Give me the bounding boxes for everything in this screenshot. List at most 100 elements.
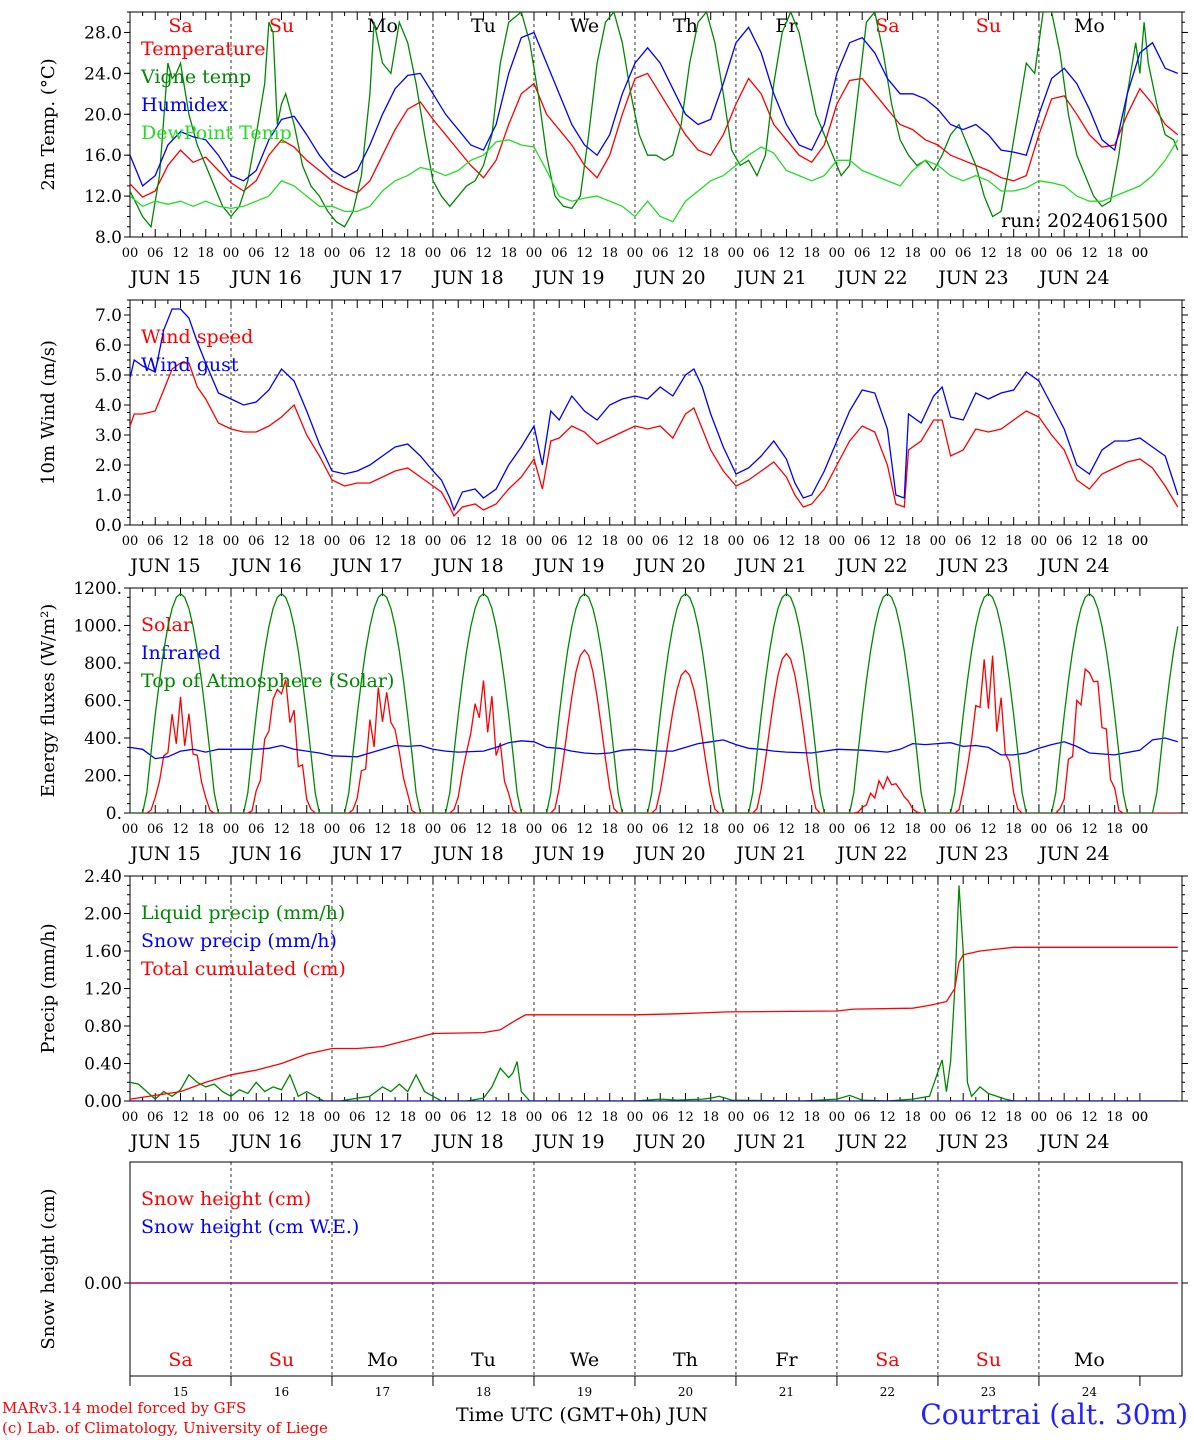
x-hour-label: 18 — [298, 534, 315, 549]
x-hour-label: 12 — [273, 822, 290, 837]
x-hour-label: 18 — [399, 246, 416, 261]
weekday-label: Th — [673, 15, 698, 37]
day-label: JUN 16 — [229, 1131, 301, 1153]
x-hour-label: 18 — [601, 534, 618, 549]
x-hour-label: 18 — [702, 1110, 719, 1125]
x-hour-label: 18 — [500, 534, 517, 549]
y-tick-label: 0.00 — [84, 1274, 122, 1294]
x-hour-label: 06 — [753, 1110, 770, 1125]
weekday-label: Sa — [168, 15, 192, 37]
y-tick-label: 0.80 — [84, 1017, 122, 1037]
x-hour-label: 06 — [652, 534, 669, 549]
y-tick-label: 600. — [84, 692, 122, 712]
x-hour-label: 00 — [1132, 1110, 1149, 1125]
x-hour-label: 18 — [1106, 822, 1123, 837]
day-label: JUN 22 — [835, 555, 907, 577]
x-hour-label: 00 — [425, 822, 442, 837]
x-hour-label: 06 — [652, 246, 669, 261]
legend-entry: Temperature — [141, 38, 265, 60]
x-hour-label: 12 — [778, 246, 795, 261]
x-hour-label: 00 — [627, 1110, 644, 1125]
x-hour-label: 18 — [1005, 534, 1022, 549]
x-hour-label: 12 — [374, 822, 391, 837]
x-hour-label: 00 — [930, 246, 947, 261]
weekday-label: We — [570, 1349, 599, 1371]
x-hour-label: 18 — [904, 246, 921, 261]
x-hour-label: 12 — [576, 822, 593, 837]
day-label: JUN 15 — [128, 843, 200, 865]
x-hour-label: 18 — [197, 534, 214, 549]
x-hour-label: 06 — [349, 246, 366, 261]
legend-entry: Total cumulated (cm) — [141, 958, 346, 980]
day-label: JUN 20 — [633, 1131, 705, 1153]
weekday-label: Su — [976, 15, 1001, 37]
x-hour-label: 12 — [1081, 822, 1098, 837]
x-hour-label: 06 — [551, 822, 568, 837]
x-hour-label: 00 — [627, 822, 644, 837]
x-hour-label: 00 — [425, 246, 442, 261]
y-tick-label: 12.0 — [84, 187, 122, 207]
weekday-label: Sa — [168, 1349, 192, 1371]
x-hour-label: 12 — [677, 534, 694, 549]
y-tick-label: 20.0 — [84, 105, 122, 125]
x-hour-label: 12 — [576, 534, 593, 549]
x-hour-label: 00 — [728, 822, 745, 837]
day-label: JUN 23 — [936, 1131, 1008, 1153]
x-hour-label: 18 — [399, 534, 416, 549]
x-hour-label: 00 — [526, 246, 543, 261]
x-hour-label: 00 — [1132, 246, 1149, 261]
weekday-label: Su — [269, 1349, 294, 1371]
x-hour-label: 12 — [475, 246, 492, 261]
day-label: JUN 17 — [330, 1131, 402, 1153]
day-number: 18 — [476, 1385, 491, 1399]
series-line — [130, 648, 1178, 813]
weekday-label: Mo — [1074, 15, 1105, 37]
y-tick-label: 1.60 — [84, 942, 122, 962]
day-label: JUN 24 — [1037, 267, 1109, 289]
x-hour-label: 00 — [526, 534, 543, 549]
x-hour-label: 18 — [601, 1110, 618, 1125]
x-hour-label: 06 — [955, 822, 972, 837]
x-hour-label: 00 — [930, 534, 947, 549]
y-tick-label: 24.0 — [84, 64, 122, 84]
weekday-label: Su — [976, 1349, 1001, 1371]
x-hour-label: 18 — [803, 246, 820, 261]
x-hour-label: 18 — [500, 1110, 517, 1125]
y-tick-label: 2.40 — [84, 867, 122, 887]
day-number: 17 — [375, 1385, 390, 1399]
x-hour-label: 06 — [854, 1110, 871, 1125]
x-hour-label: 18 — [1005, 1110, 1022, 1125]
day-label: JUN 18 — [431, 843, 503, 865]
y-tick-label: 16.0 — [84, 146, 122, 166]
x-hour-label: 18 — [702, 822, 719, 837]
legend-entry: Infrared — [141, 642, 221, 664]
x-hour-label: 06 — [349, 1110, 366, 1125]
x-hour-label: 00 — [930, 1110, 947, 1125]
x-hour-label: 00 — [223, 822, 240, 837]
x-hour-label: 06 — [248, 534, 265, 549]
x-hour-label: 06 — [955, 246, 972, 261]
legend-entry: Vigne temp — [140, 66, 251, 88]
day-label: JUN 20 — [633, 555, 705, 577]
day-label: JUN 21 — [734, 843, 806, 865]
day-number: 24 — [1082, 1385, 1098, 1399]
legend-entry: Wind gust — [141, 354, 239, 376]
x-hour-label: 18 — [702, 246, 719, 261]
x-hour-label: 00 — [324, 534, 341, 549]
x-hour-label: 12 — [677, 822, 694, 837]
run-annotation: run: 2024061500 — [1001, 210, 1168, 232]
day-label: JUN 17 — [330, 555, 402, 577]
weekday-label: Tu — [471, 15, 496, 37]
x-hour-label: 06 — [753, 246, 770, 261]
weekday-label: Sa — [875, 1349, 899, 1371]
y-tick-label: 5.0 — [95, 366, 122, 386]
x-hour-label: 00 — [1031, 246, 1048, 261]
weekday-label: Mo — [367, 15, 398, 37]
x-hour-label: 00 — [1132, 246, 1149, 261]
y-tick-label: 1.0 — [95, 486, 122, 506]
snow-panel-frame — [129, 1161, 1183, 1377]
y-axis-label: Snow height (cm) — [38, 1188, 59, 1349]
x-hour-label: 00 — [1132, 534, 1149, 549]
day-label: JUN 22 — [835, 1131, 907, 1153]
series-line — [130, 362, 1179, 518]
